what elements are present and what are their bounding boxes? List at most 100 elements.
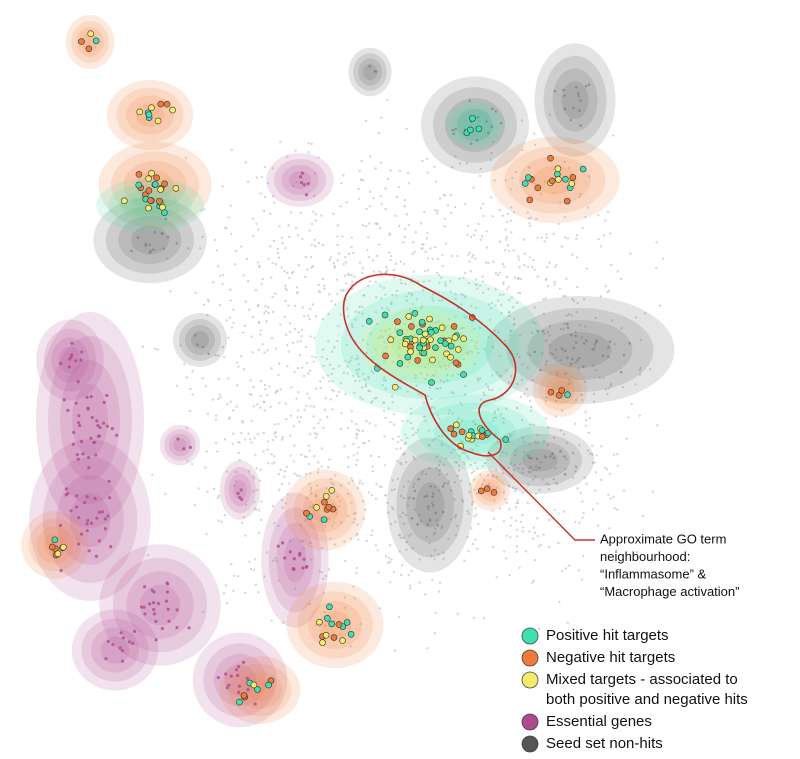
point: [100, 510, 104, 514]
background-point: [247, 432, 250, 435]
background-point: [413, 250, 416, 253]
background-point: [533, 440, 537, 444]
point: [563, 94, 567, 97]
background-point: [552, 478, 555, 481]
background-point: [616, 464, 620, 467]
background-point: [577, 569, 581, 572]
background-point: [492, 545, 495, 549]
background-point: [513, 489, 517, 493]
background-point: [283, 315, 286, 319]
point: [54, 550, 62, 558]
point: [237, 690, 241, 694]
background-point: [516, 277, 520, 281]
background-point: [358, 169, 361, 173]
background-point: [225, 319, 228, 322]
background-point: [365, 352, 368, 355]
background-point: [324, 574, 328, 578]
background-point: [505, 369, 508, 372]
background-point: [367, 439, 371, 443]
point: [253, 702, 257, 706]
background-point: [201, 610, 205, 613]
background-point: [223, 438, 227, 441]
background-point: [409, 407, 413, 410]
background-point: [458, 454, 462, 458]
point: [538, 466, 541, 470]
background-point: [361, 312, 364, 315]
background-point: [616, 452, 619, 456]
point: [382, 352, 389, 360]
point: [85, 395, 89, 399]
background-point: [381, 335, 385, 339]
background-point: [501, 214, 504, 217]
point: [187, 626, 191, 630]
point: [145, 187, 153, 194]
background-point: [204, 466, 207, 469]
background-point: [358, 261, 362, 264]
background-point: [233, 484, 236, 488]
background-point: [524, 550, 528, 553]
background-point: [521, 530, 524, 533]
background-point: [456, 524, 459, 528]
background-point: [442, 463, 446, 466]
background-point: [369, 332, 372, 335]
density-cloud: [76, 27, 104, 57]
background-point: [604, 388, 608, 391]
background-point: [347, 456, 350, 459]
background-point: [219, 396, 222, 399]
background-point: [526, 454, 529, 457]
background-point: [201, 377, 205, 380]
background-point: [418, 558, 421, 561]
background-point: [329, 537, 332, 540]
background-point: [356, 523, 359, 526]
background-point: [576, 487, 579, 490]
background-point: [442, 193, 445, 197]
point: [528, 456, 531, 460]
background-point: [254, 558, 257, 561]
legend-swatch: [521, 735, 539, 753]
background-point: [367, 255, 371, 259]
point: [89, 395, 93, 399]
point: [172, 185, 180, 192]
background-point: [300, 328, 304, 332]
point: [425, 494, 429, 498]
background-point: [510, 188, 513, 191]
point: [166, 607, 170, 611]
background-point: [361, 305, 364, 308]
background-point: [164, 492, 167, 496]
background-point: [509, 374, 513, 378]
background-point: [446, 204, 450, 207]
background-point: [259, 518, 262, 522]
background-point: [558, 600, 561, 604]
point: [321, 498, 328, 506]
background-point: [536, 534, 540, 538]
background-point: [515, 550, 518, 553]
background-point: [402, 485, 406, 488]
density-cloud: [56, 475, 124, 565]
background-point: [548, 545, 551, 549]
background-point: [374, 310, 378, 314]
background-point: [320, 214, 323, 217]
background-point: [277, 422, 280, 426]
background-point: [533, 306, 536, 309]
background-point: [250, 419, 253, 423]
point: [229, 674, 233, 678]
point: [234, 668, 239, 672]
background-point: [336, 224, 340, 227]
background-point: [277, 472, 280, 476]
point: [85, 522, 89, 526]
background-point: [215, 249, 218, 252]
background-point: [374, 543, 378, 547]
background-point: [469, 304, 473, 308]
background-point: [335, 512, 338, 515]
background-point: [344, 255, 347, 259]
background-point: [565, 441, 569, 445]
background-point: [234, 470, 238, 474]
background-point: [438, 364, 441, 368]
background-point: [526, 265, 530, 269]
point: [292, 557, 296, 561]
point: [578, 109, 581, 112]
background-point: [426, 373, 429, 377]
density-cloud: [224, 664, 256, 696]
background-point: [559, 359, 562, 362]
background-point: [274, 556, 277, 560]
